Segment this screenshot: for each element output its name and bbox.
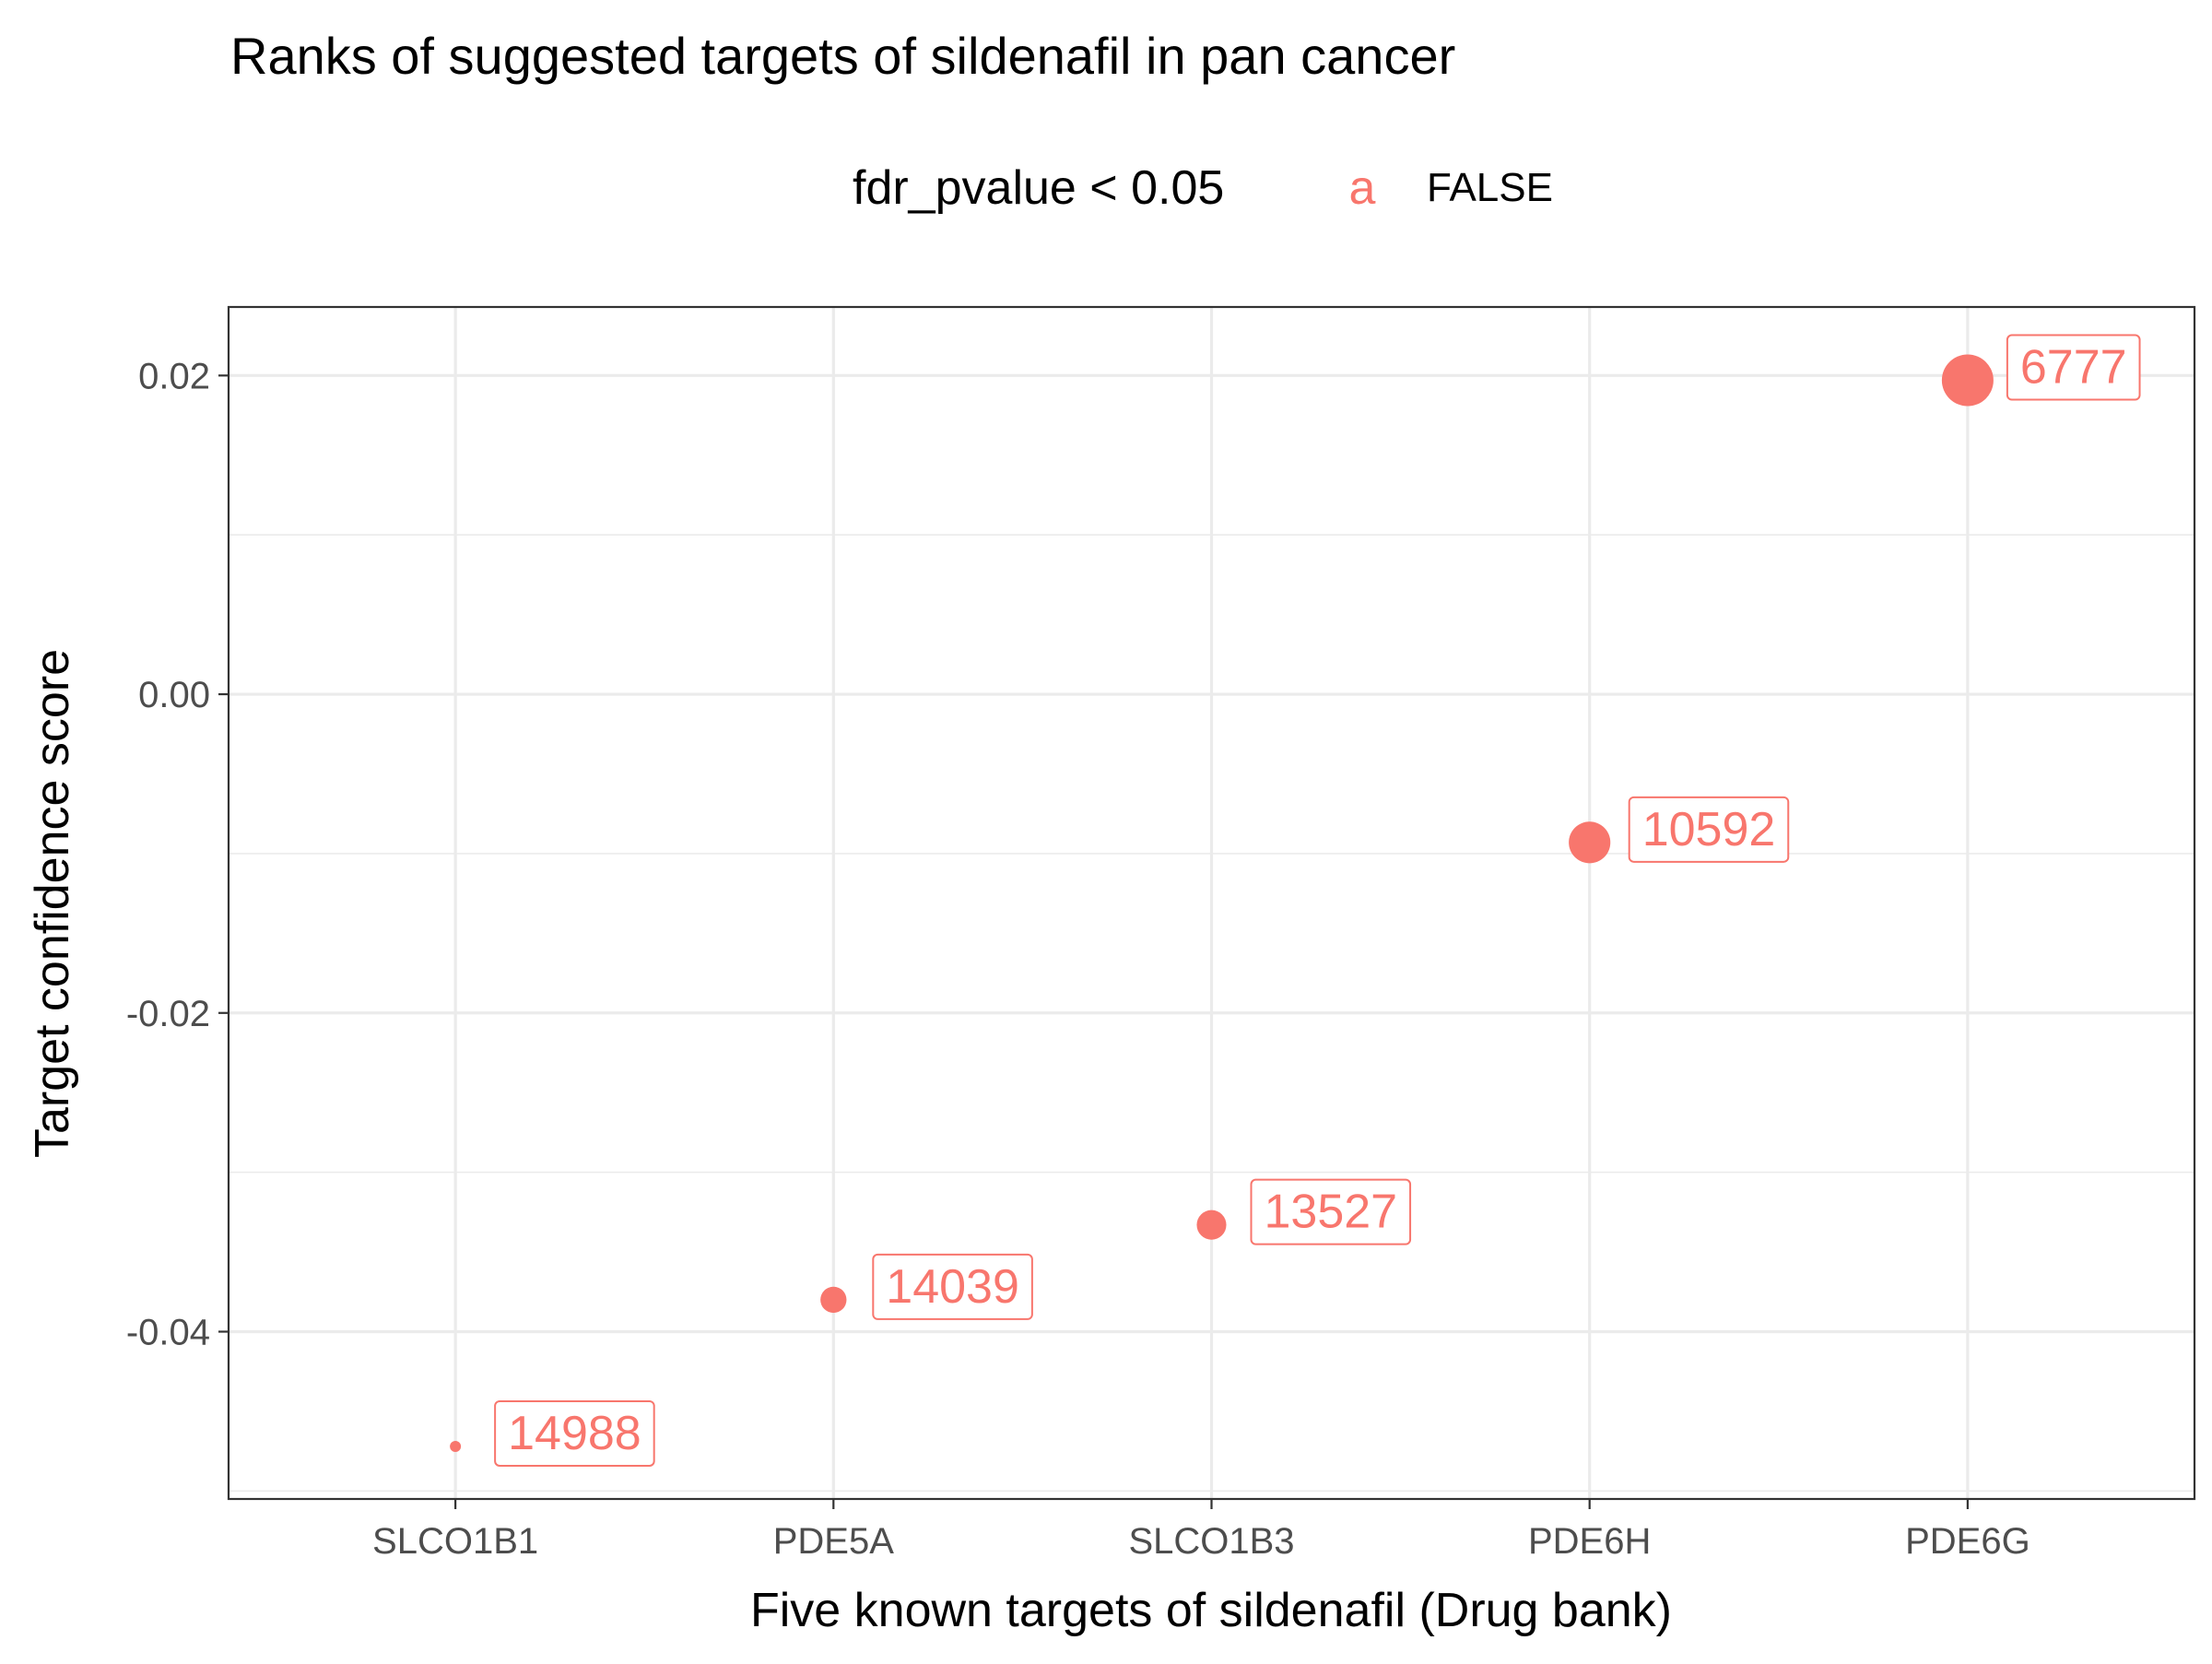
x-tick-label: SLCO1B1 [372,1521,538,1562]
chart-title: Ranks of suggested targets of sildenafil… [230,27,1455,85]
data-label: 14039 [886,1260,1019,1314]
x-tick-label: PDE6G [1905,1521,2030,1562]
y-axis-title: Target confidence score [26,649,79,1158]
data-label-box [1250,1178,1412,1245]
data-label: 14988 [508,1407,641,1460]
legend-title: fdr_pvalue < 0.05 [853,161,1224,215]
y-tick-label: 0.00 [138,675,210,715]
data-point [450,1440,462,1452]
y-tick-label: 0.02 [138,356,210,396]
data-label-box [2006,334,2141,401]
data-label-box [872,1253,1033,1320]
legend-label: FALSE [1427,165,1553,210]
grid [229,307,2194,1499]
x-axis-title: Five known targets of sildenafil (Drug b… [750,1584,1672,1637]
data-point [1941,354,1994,407]
data-label-box [494,1399,655,1467]
data-label: 10592 [1642,803,1776,856]
data-point [1569,821,1611,864]
data-point [820,1286,847,1314]
x-tick-label: PDE6H [1528,1521,1651,1562]
data-point [1196,1210,1227,1240]
x-tick-label: SLCO1B3 [1128,1521,1294,1562]
data-label: 6777 [2020,341,2127,395]
data-label-box [1628,796,1790,863]
y-tick-label: -0.04 [126,1312,210,1352]
x-tick-label: PDE5A [773,1521,894,1562]
legend-key: a [1349,161,1376,215]
axes: 0.02 0.00 -0.02 -0.04 SLCO1B1 PDE5A SLCO1B3 PDE… [126,356,2030,1562]
y-tick-label: -0.02 [126,994,210,1034]
legend: fdr_pvalue < 0.05 a FALSE [853,161,1553,215]
data-marks: 14988 14039 13527 10592 6777 [450,334,2141,1467]
data-label: 13527 [1265,1186,1398,1239]
